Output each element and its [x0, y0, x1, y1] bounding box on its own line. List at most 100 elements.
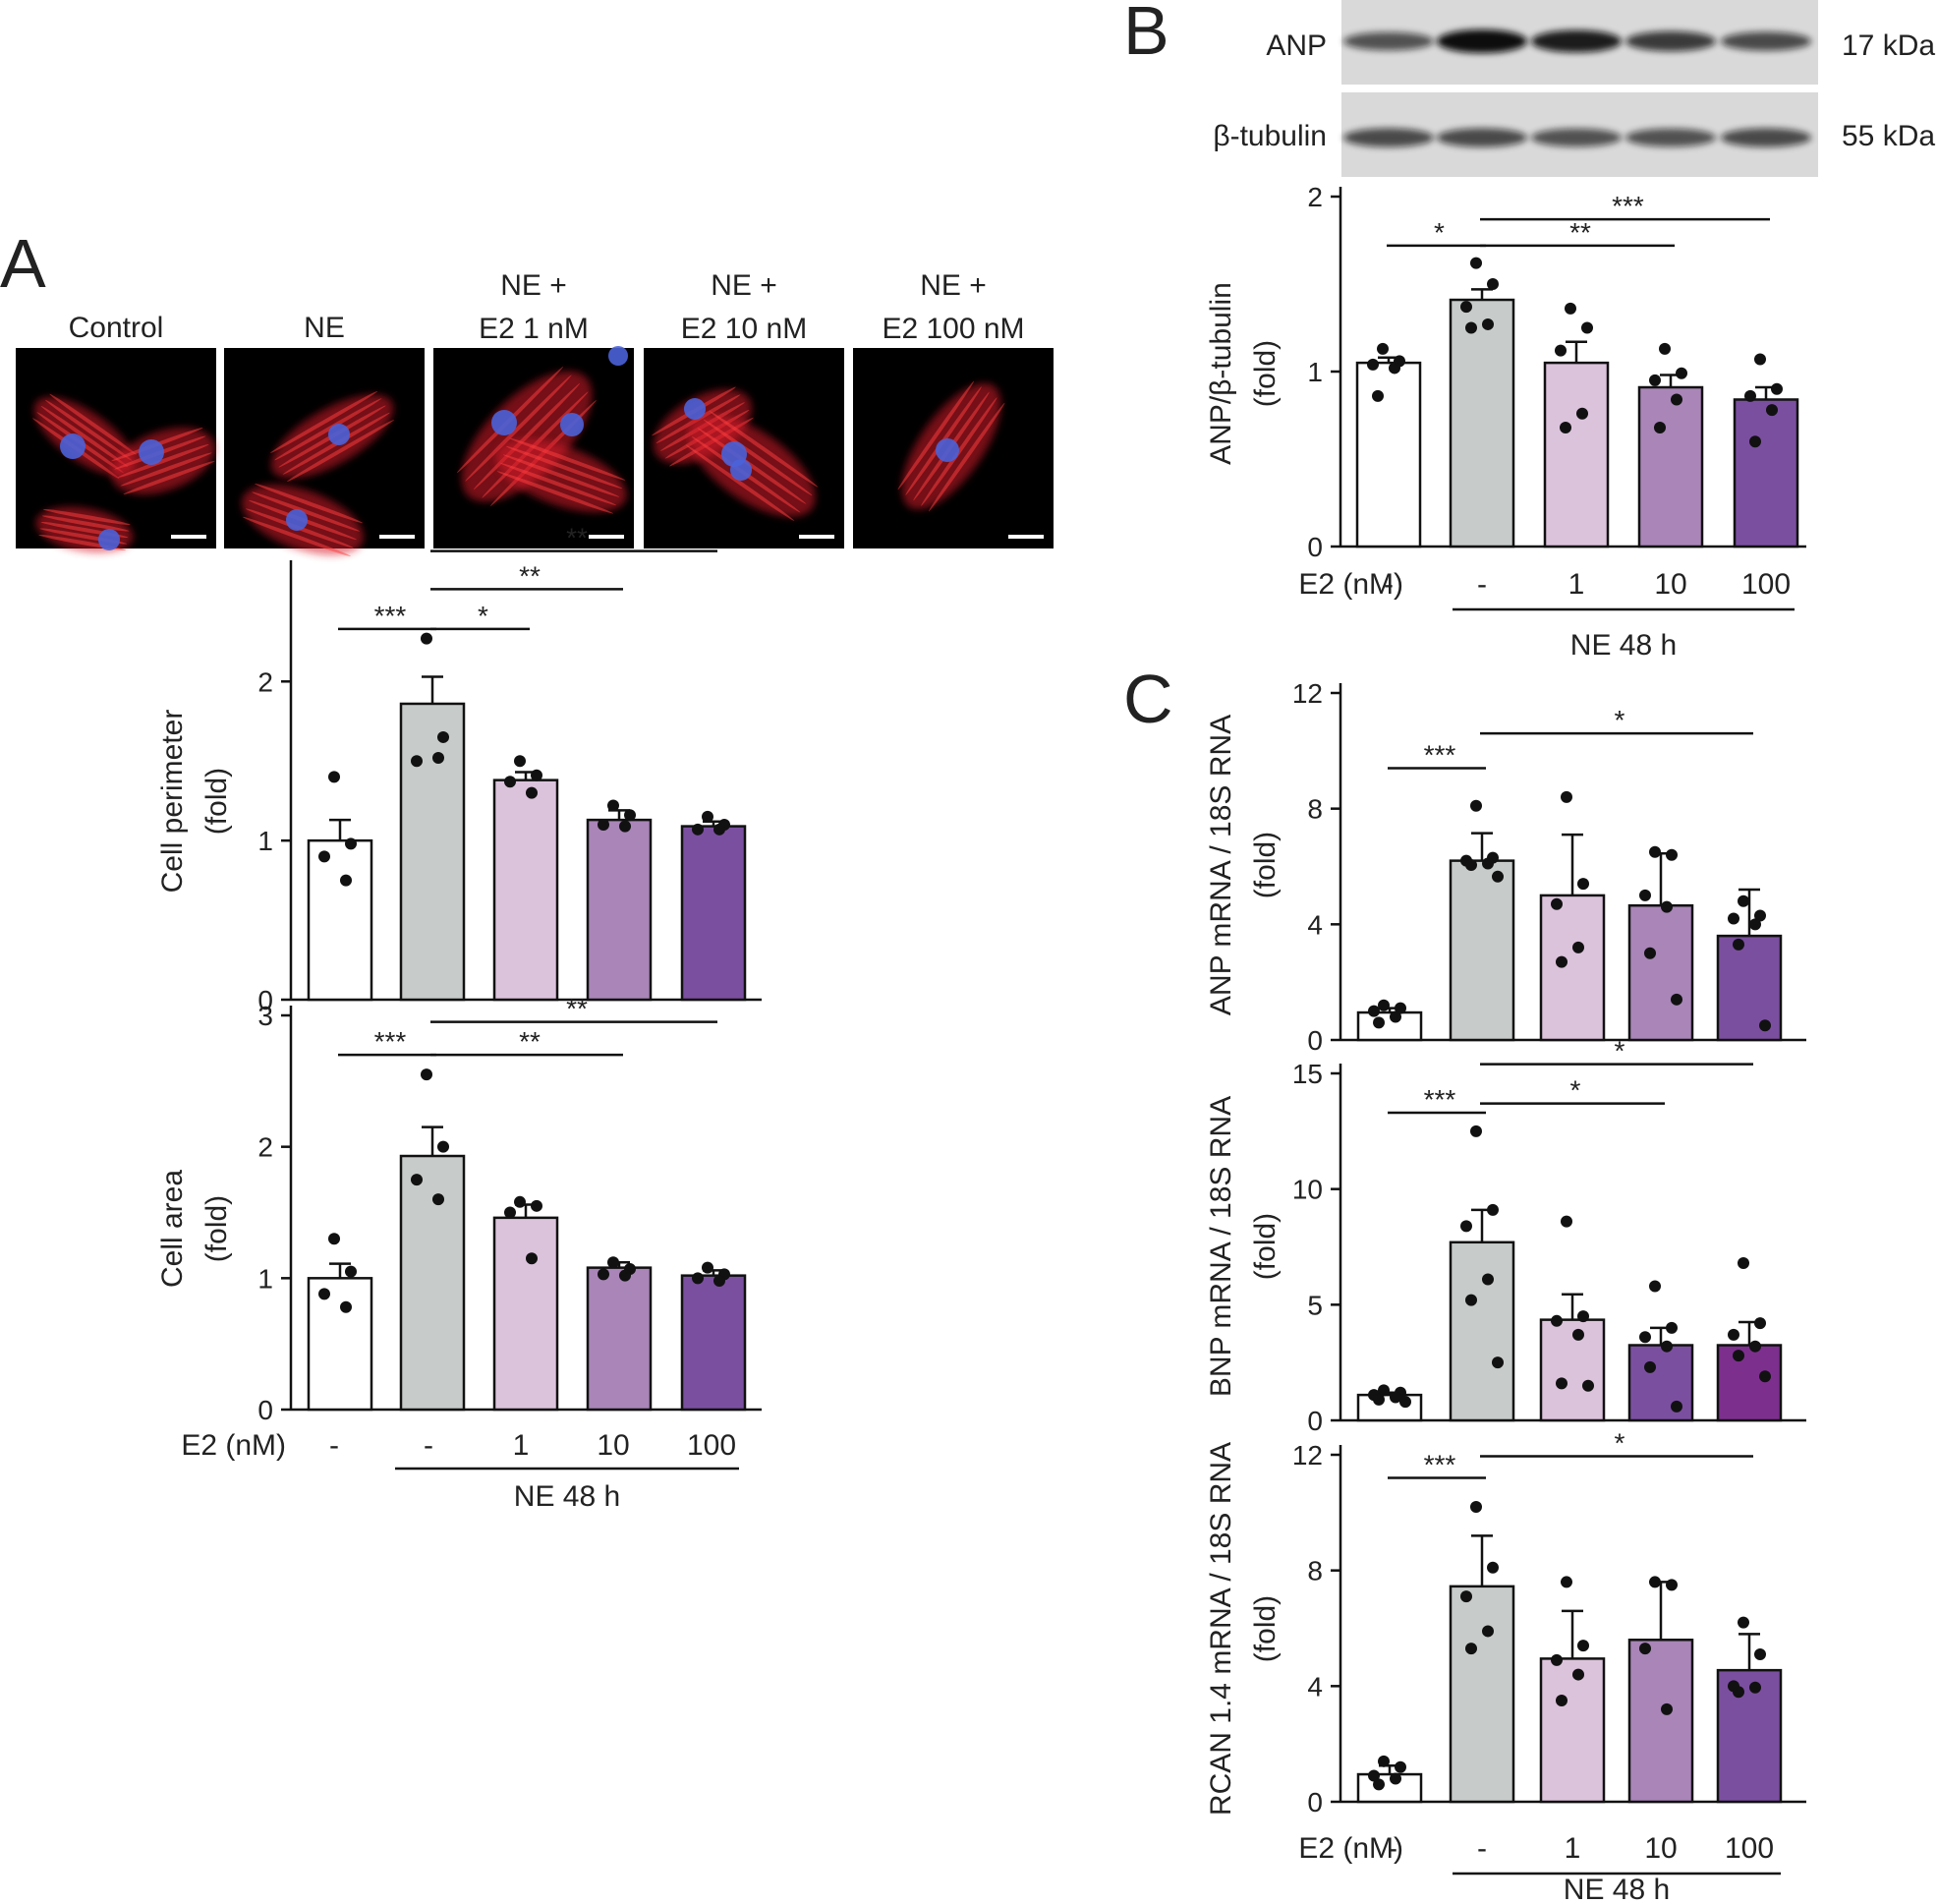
actin-fiber: [703, 419, 813, 496]
bar: [1543, 361, 1610, 548]
data-point: [1649, 1280, 1661, 1293]
bar: [399, 702, 466, 1002]
data-point: [1482, 857, 1494, 870]
data-point: [1654, 421, 1666, 433]
bar: [586, 1266, 653, 1412]
actin-fiber: [49, 393, 137, 455]
nucleus: [60, 433, 86, 459]
x-tick-label: 1: [513, 1429, 530, 1462]
bar: [1356, 1010, 1423, 1042]
actin-fiber: [255, 483, 364, 524]
data-point: [1754, 1317, 1766, 1330]
significance-label: *: [1615, 705, 1625, 735]
nucleus: [98, 529, 120, 550]
blot-band: [1531, 29, 1622, 53]
data-point: [1771, 382, 1783, 395]
data-point: [1728, 1328, 1739, 1341]
data-point: [713, 1275, 725, 1288]
actin-fiber: [117, 443, 209, 479]
data-point: [340, 874, 352, 887]
data-point: [1487, 278, 1499, 290]
significance-label: ***: [1612, 191, 1644, 221]
x-tick-label: 10: [597, 1429, 629, 1462]
nucleus: [730, 459, 752, 481]
data-point: [1582, 1379, 1594, 1392]
bar: [307, 1277, 373, 1412]
data-point: [1649, 845, 1661, 858]
data-point: [1576, 407, 1588, 420]
blot-band: [1437, 128, 1527, 147]
x-tick-label: -: [1388, 1832, 1397, 1865]
blot-band: [1343, 31, 1434, 51]
data-point: [1555, 344, 1567, 357]
bar: [1539, 1657, 1606, 1804]
y-tick-label: 0: [257, 1395, 273, 1425]
data-point: [1556, 955, 1568, 968]
data-point: [437, 1140, 449, 1153]
data-point: [1378, 1384, 1390, 1397]
data-point: [1470, 257, 1482, 269]
data-point: [1378, 999, 1390, 1011]
data-point: [619, 1269, 631, 1282]
y-tick-label: 8: [1307, 794, 1323, 825]
y-tick-label: 0: [1307, 1025, 1323, 1056]
blot-band: [1625, 30, 1716, 52]
panel-label-a: A: [0, 225, 46, 302]
micrograph-label: E2 100 nM: [882, 313, 1024, 345]
x-tick-label: 1: [1568, 568, 1585, 601]
actin-fiber: [123, 460, 215, 494]
data-point: [1644, 947, 1656, 959]
bar: [1539, 894, 1606, 1042]
blot-band: [1721, 128, 1811, 147]
significance-label: *: [1434, 217, 1445, 248]
data-point: [1373, 1393, 1385, 1406]
scale-bar: [589, 535, 624, 539]
data-point: [421, 1068, 432, 1081]
blot-band: [1343, 128, 1434, 147]
data-point: [432, 1193, 444, 1206]
cell-stain: [456, 366, 627, 514]
bar: [1627, 1639, 1694, 1804]
data-point: [1492, 870, 1504, 883]
data-point: [1372, 389, 1384, 402]
bar: [1449, 298, 1515, 548]
treatment-label: NE 48 h: [1564, 1874, 1670, 1904]
bar: [1356, 1393, 1423, 1422]
data-point: [1572, 1328, 1584, 1341]
bar: [1449, 1585, 1515, 1804]
data-point: [1377, 342, 1389, 355]
actin-fiber: [897, 380, 975, 490]
actin-fiber: [242, 516, 351, 557]
bar: [1716, 1344, 1783, 1422]
significance-label: **: [519, 1026, 541, 1057]
e2-label: E2 (nM): [1298, 568, 1403, 601]
data-point: [1676, 367, 1687, 379]
data-point: [1733, 1686, 1744, 1699]
nucleus: [286, 509, 308, 531]
y-tick-label: 5: [1307, 1290, 1323, 1320]
scale-bar: [799, 535, 834, 539]
data-point: [328, 771, 340, 783]
significance-label: ***: [374, 601, 407, 631]
cell-stain: [32, 393, 215, 553]
y-tick-label: 0: [1307, 1787, 1323, 1817]
blot-band: [1721, 31, 1811, 51]
significance-label: **: [519, 560, 541, 591]
actin-fiber: [42, 508, 131, 526]
data-point: [1577, 1640, 1589, 1652]
data-point: [1395, 1002, 1406, 1014]
data-point: [531, 769, 542, 781]
data-point: [619, 820, 631, 833]
data-point: [318, 850, 330, 863]
y-axis-label: BNP mRNA / 18S RNA: [1205, 1096, 1237, 1397]
data-point: [1487, 1561, 1499, 1574]
data-point: [1460, 1220, 1472, 1233]
nucleus: [608, 346, 628, 366]
data-point: [531, 1199, 542, 1212]
y-tick-label: 4: [1307, 909, 1323, 940]
